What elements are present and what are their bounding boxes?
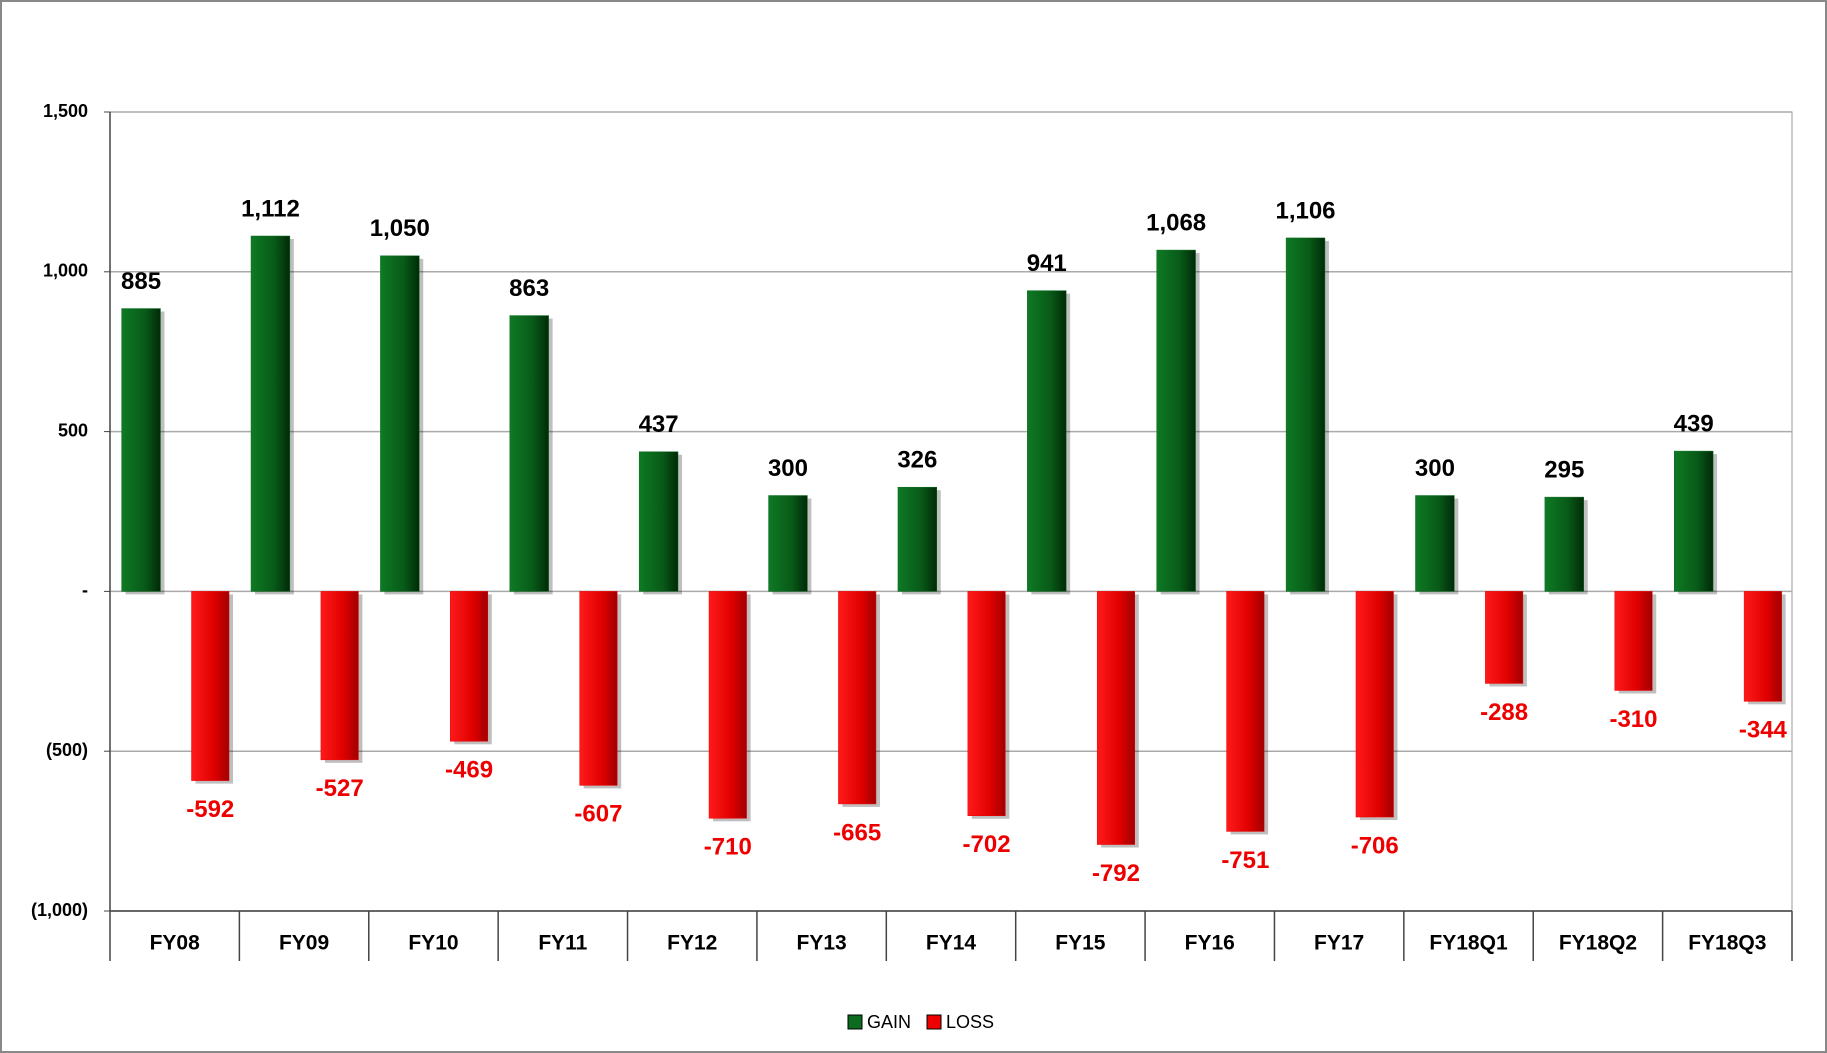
bar: [1415, 495, 1455, 592]
bar: [1156, 249, 1196, 592]
value-label: -665: [833, 819, 881, 846]
bar: [1355, 591, 1394, 818]
x-tick-label: FY18Q3: [1688, 932, 1766, 955]
x-tick-label: FY08: [150, 932, 201, 955]
y-tick-label: 1,500: [43, 101, 88, 121]
bar: [450, 591, 489, 742]
value-label: -288: [1480, 699, 1528, 726]
x-tick-label: FY17: [1314, 932, 1364, 955]
x-tick-label: FY14: [926, 932, 977, 955]
value-label: 885: [121, 268, 161, 295]
bar: [250, 235, 291, 592]
y-tick-label: 1,000: [43, 261, 88, 281]
value-label: 300: [1415, 455, 1455, 482]
value-label: -344: [1739, 717, 1788, 744]
value-label: -751: [1221, 847, 1269, 874]
y-tick-label: 500: [58, 420, 88, 440]
x-tick-label: FY16: [1185, 932, 1235, 955]
bar: [320, 591, 359, 761]
value-label: 863: [509, 275, 549, 302]
bar: [838, 591, 877, 805]
bar: [121, 308, 161, 592]
bar: [579, 591, 618, 786]
bar: [1226, 591, 1265, 832]
x-tick-label: FY10: [408, 932, 458, 955]
value-label: -706: [1351, 832, 1399, 859]
bar: [191, 591, 230, 781]
bar: [1743, 591, 1782, 702]
bar: [1285, 237, 1326, 592]
x-tick-label: FY18Q2: [1559, 932, 1637, 955]
value-label: 1,112: [241, 195, 300, 222]
bar: [897, 486, 938, 592]
value-label: 439: [1674, 410, 1714, 437]
legend-label: GAIN: [867, 1012, 911, 1032]
bar: [1544, 496, 1584, 592]
x-tick-label: FY15: [1055, 932, 1106, 955]
x-tick-label: FY11: [538, 932, 587, 955]
x-tick-label: FY18Q1: [1429, 932, 1508, 955]
bar: [768, 495, 808, 592]
legend-label: LOSS: [946, 1012, 994, 1032]
value-label: -469: [445, 757, 493, 784]
value-label: 941: [1027, 250, 1067, 277]
y-tick-label: (1,000): [31, 900, 88, 920]
legend-swatch: [847, 1014, 863, 1030]
bar: [1614, 591, 1653, 691]
y-tick-label: -: [82, 580, 88, 600]
legend-swatch: [926, 1014, 942, 1030]
value-label: 295: [1544, 456, 1584, 483]
bar: [708, 591, 747, 819]
bar: [380, 255, 420, 592]
value-label: 1,106: [1275, 197, 1335, 224]
bar: [1674, 450, 1714, 592]
bar: [1096, 591, 1135, 845]
bar: [509, 315, 549, 592]
value-label: -710: [704, 834, 752, 861]
bar: [967, 591, 1006, 817]
value-label: 300: [768, 455, 808, 482]
value-label: -607: [574, 801, 622, 828]
bar: [1027, 290, 1067, 592]
value-label: 1,050: [370, 215, 430, 242]
bar: [1485, 591, 1524, 684]
value-label: 437: [639, 411, 679, 438]
value-label: 1,068: [1146, 209, 1206, 236]
value-label: -592: [186, 796, 234, 823]
value-label: -702: [963, 831, 1011, 858]
bar: [638, 451, 679, 592]
x-tick-label: FY13: [797, 932, 847, 955]
value-label: -527: [316, 775, 364, 802]
x-tick-label: FY12: [667, 932, 717, 955]
value-label: 326: [897, 447, 937, 474]
y-tick-label: (500): [46, 740, 88, 760]
value-label: -310: [1609, 706, 1657, 733]
value-label: -792: [1092, 860, 1140, 887]
x-tick-label: FY09: [279, 932, 329, 955]
